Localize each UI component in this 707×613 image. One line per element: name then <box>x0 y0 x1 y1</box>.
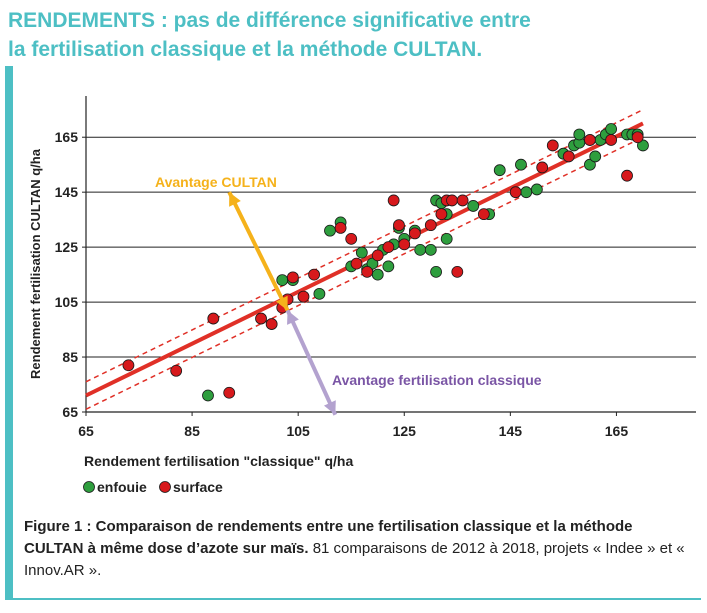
caption-normal: 81 comparaisons de 2012 à 2018, projets … <box>24 540 685 579</box>
point-surface-8 <box>286 271 299 284</box>
annotation-arrowhead-end-1 <box>323 400 336 415</box>
x-tick-label-5: 165 <box>605 423 629 439</box>
point-surface-9 <box>297 290 310 303</box>
annotation-label-1: Avantage fertilisation classique <box>332 372 542 388</box>
headline-line1: RENDEMENTS : pas de différence significa… <box>8 6 698 35</box>
point-enfouie-10 <box>371 268 384 281</box>
point-surface-19 <box>398 238 411 251</box>
caption-bold: Figure 1 : Comparaison de rendements ent… <box>24 518 633 557</box>
point-enfouie-43 <box>637 139 649 152</box>
headline-line2: la fertilisation classique et la méthode… <box>8 38 483 61</box>
point-enfouie-7 <box>355 246 368 259</box>
regression-upper-band <box>85 109 644 383</box>
point-surface-3 <box>223 386 236 399</box>
point-surface-29 <box>536 161 549 174</box>
point-enfouie-20 <box>430 265 442 278</box>
annotation-arrowhead-end-0 <box>275 295 288 311</box>
legend-label-surface: surface <box>173 479 223 495</box>
y-tick-label-4: 145 <box>55 184 79 200</box>
point-surface-1 <box>170 364 183 377</box>
headline: RENDEMENTS : pas de différence significa… <box>8 6 698 64</box>
point-surface-12 <box>345 232 358 245</box>
figure-frame <box>5 66 701 600</box>
figure-caption: Figure 1 : Comparaison de rendements ent… <box>24 516 694 582</box>
legend-marker-surface <box>159 481 171 493</box>
legend-marker-enfouie <box>83 481 95 493</box>
y-tick-label-3: 125 <box>55 239 79 255</box>
point-enfouie-34 <box>584 158 596 171</box>
point-surface-11 <box>334 221 347 234</box>
point-surface-2 <box>207 312 220 325</box>
x-axis-label: Rendement fertilisation "classique" q/ha <box>84 453 353 469</box>
point-surface-21 <box>424 219 437 232</box>
annotation-arrow-1 <box>285 309 338 416</box>
point-surface-25 <box>451 265 464 278</box>
point-enfouie-39 <box>605 123 618 135</box>
x-tick-label-4: 145 <box>499 423 523 439</box>
point-enfouie-23 <box>440 232 453 245</box>
y-tick-label-2: 105 <box>55 294 79 310</box>
point-enfouie-28 <box>520 186 533 199</box>
annotation-arrowhead-start-1 <box>287 310 299 325</box>
point-enfouie-0 <box>202 389 214 402</box>
point-surface-10 <box>308 268 320 281</box>
point-surface-24 <box>446 194 458 207</box>
y-axis-label: Rendement fertilisation CULTAN q/ha <box>28 148 43 379</box>
point-enfouie-24 <box>467 200 480 212</box>
headline-rest: pas de différence significative entre <box>167 9 531 32</box>
y-tick-label-5: 165 <box>55 129 79 145</box>
point-surface-16 <box>382 241 395 254</box>
point-surface-0 <box>122 359 135 372</box>
point-enfouie-17 <box>414 243 427 256</box>
point-enfouie-12 <box>382 260 395 273</box>
point-enfouie-26 <box>493 164 506 177</box>
point-surface-33 <box>605 134 618 146</box>
y-tick-label-0: 65 <box>62 404 78 420</box>
point-surface-18 <box>393 219 405 232</box>
point-enfouie-29 <box>530 183 543 196</box>
point-surface-30 <box>546 139 559 152</box>
point-surface-28 <box>509 186 522 199</box>
point-surface-26 <box>456 194 469 207</box>
point-enfouie-27 <box>515 158 527 171</box>
y-tick-label-1: 85 <box>62 349 78 365</box>
point-surface-17 <box>387 194 400 207</box>
point-surface-35 <box>631 131 644 144</box>
x-tick-label-3: 125 <box>393 423 417 439</box>
annotation-arrow-0 <box>227 191 290 312</box>
point-surface-13 <box>350 257 363 270</box>
legend-label-enfouie: enfouie <box>97 479 147 495</box>
x-tick-label-2: 105 <box>286 423 310 439</box>
point-enfouie-33 <box>573 128 586 141</box>
x-tick-label-1: 85 <box>184 423 200 439</box>
point-surface-32 <box>584 134 596 146</box>
headline-lead: RENDEMENTS : <box>8 9 168 32</box>
point-surface-27 <box>477 208 490 221</box>
annotation-label-0: Avantage CULTAN <box>155 174 277 190</box>
point-enfouie-18 <box>424 243 437 256</box>
point-surface-4 <box>255 312 267 325</box>
point-surface-20 <box>408 227 421 240</box>
point-enfouie-4 <box>324 224 336 237</box>
point-surface-22 <box>435 208 448 221</box>
point-surface-14 <box>361 265 374 278</box>
point-enfouie-3 <box>313 287 326 300</box>
point-enfouie-1 <box>276 274 289 287</box>
point-surface-34 <box>621 169 633 182</box>
regression-line <box>85 121 644 398</box>
point-enfouie-36 <box>589 150 602 163</box>
point-surface-31 <box>562 150 575 163</box>
point-surface-5 <box>265 318 278 330</box>
point-enfouie-9 <box>366 257 379 270</box>
annotation-arrowhead-start-0 <box>229 192 241 207</box>
x-tick-label-0: 65 <box>78 423 94 439</box>
point-surface-15 <box>371 249 384 262</box>
